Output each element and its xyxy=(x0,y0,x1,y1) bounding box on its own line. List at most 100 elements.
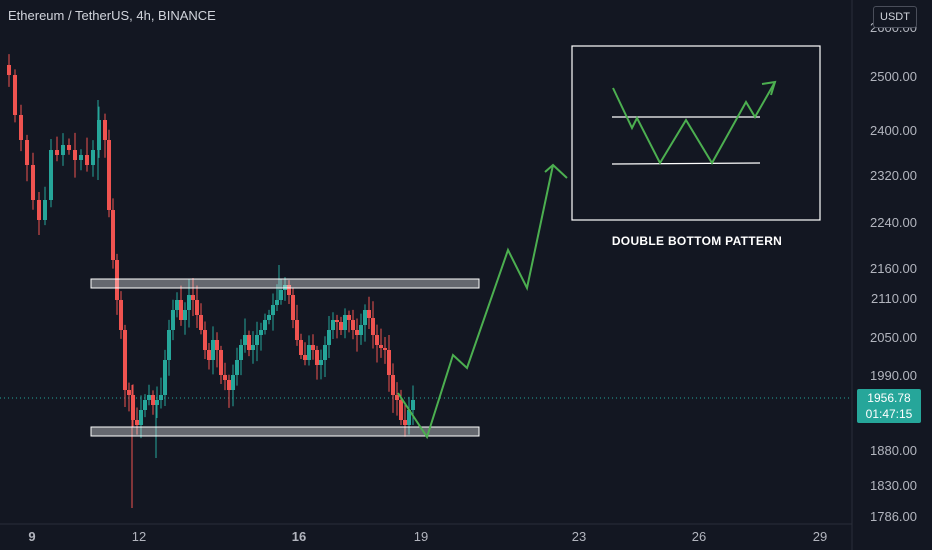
candle-body xyxy=(291,295,295,320)
time-tick-label: 9 xyxy=(28,529,35,544)
candle-body xyxy=(151,395,155,405)
candle-body xyxy=(299,340,303,355)
candle-body xyxy=(259,330,263,335)
candle-body xyxy=(399,400,403,420)
candle-body xyxy=(163,360,167,395)
candle-body xyxy=(199,315,203,330)
time-axis[interactable]: 9 12 16 19 23 26 29 xyxy=(28,529,827,544)
candle-body xyxy=(107,140,111,210)
last-price-value: 1956.78 xyxy=(867,391,911,405)
candle-body xyxy=(407,410,411,425)
candle-body xyxy=(147,395,151,400)
candle-body xyxy=(85,155,89,165)
candle-body xyxy=(379,345,383,348)
currency-button[interactable]: USDT xyxy=(873,6,917,28)
candle-body xyxy=(307,345,311,360)
candle-body xyxy=(203,330,207,350)
candle-body xyxy=(167,330,171,360)
candle-body xyxy=(355,330,359,335)
symbol-title[interactable]: Ethereum / TetherUS, 4h, BINANCE xyxy=(8,8,216,23)
candle-body xyxy=(19,115,23,140)
candle-body xyxy=(187,295,191,310)
candle-body xyxy=(131,395,135,420)
candle-body xyxy=(191,295,195,300)
candle-body xyxy=(255,335,259,345)
candle-body xyxy=(371,318,375,335)
candle-body xyxy=(7,65,11,75)
candle-body xyxy=(219,350,223,375)
candle-body xyxy=(175,300,179,310)
candle-body xyxy=(327,330,331,345)
price-tick-label: 1786.00 xyxy=(870,509,917,524)
candle-body xyxy=(31,165,35,200)
projection-arrow xyxy=(397,164,554,440)
candle-body xyxy=(287,285,291,295)
time-tick-label: 23 xyxy=(572,529,586,544)
price-tick-label: 2050.00 xyxy=(870,330,917,345)
price-tick-label: 1990.00 xyxy=(870,368,917,383)
time-tick-label: 16 xyxy=(292,529,306,544)
candle-body xyxy=(61,145,65,155)
candle-body xyxy=(49,150,53,200)
candle-body xyxy=(351,320,355,330)
candle-body xyxy=(387,350,391,375)
candle-body xyxy=(183,310,187,320)
candle-body xyxy=(195,300,199,315)
resistance-zone xyxy=(90,278,480,289)
candle-body xyxy=(73,150,77,160)
candle-body xyxy=(25,140,29,165)
pattern-title: DOUBLE BOTTOM PATTERN xyxy=(611,234,783,248)
price-tick-label: 1880.00 xyxy=(870,443,917,458)
candle-body xyxy=(367,310,371,318)
candle-body xyxy=(251,345,255,350)
candle-body xyxy=(143,400,147,410)
candle-body xyxy=(91,150,95,165)
candle-body xyxy=(231,375,235,390)
candle-body xyxy=(359,325,363,335)
candle-body xyxy=(79,155,83,160)
price-tick-label: 2320.00 xyxy=(870,168,917,183)
price-tick-label: 2160.00 xyxy=(870,261,917,276)
candle-body xyxy=(207,350,211,360)
candle-body xyxy=(227,380,231,390)
support-zone xyxy=(90,426,480,437)
price-tick-label: 2500.00 xyxy=(870,69,917,84)
candle-body xyxy=(179,300,183,320)
candle-body xyxy=(391,375,395,395)
candle-body xyxy=(311,345,315,350)
candle-body xyxy=(411,400,415,410)
candle-body xyxy=(103,120,107,140)
pattern-arrowhead xyxy=(761,80,777,96)
candle-body xyxy=(331,320,335,330)
time-tick-label: 26 xyxy=(692,529,706,544)
candle-body xyxy=(67,145,71,150)
candle-body xyxy=(363,310,367,325)
candle-body xyxy=(115,260,119,300)
candle-body xyxy=(375,335,379,345)
time-tick-label: 29 xyxy=(813,529,827,544)
candle-body xyxy=(139,410,143,425)
price-tick-label: 2400.00 xyxy=(870,123,917,138)
candle-body xyxy=(123,330,127,390)
candle-body xyxy=(267,315,271,320)
candle-body xyxy=(37,200,41,220)
pattern-path xyxy=(612,81,776,166)
last-price-tag: 1956.78 01:47:15 xyxy=(857,389,921,423)
time-tick-label: 12 xyxy=(132,529,146,544)
candle-body xyxy=(383,348,387,350)
pattern-support-line xyxy=(611,162,761,165)
candle-body xyxy=(13,75,17,115)
candle-body xyxy=(243,335,247,345)
candle-body xyxy=(395,395,399,400)
candle-body xyxy=(171,310,175,330)
price-tick-label: 2240.00 xyxy=(870,215,917,230)
price-axis[interactable]: 2600.002500.002400.002320.002240.002160.… xyxy=(870,20,917,524)
candle-body xyxy=(211,340,215,360)
candle-body xyxy=(271,305,275,315)
candle-body xyxy=(343,315,347,330)
candle-body xyxy=(223,375,227,380)
price-tick-label: 1830.00 xyxy=(870,478,917,493)
candle-body xyxy=(339,322,343,330)
candle-body xyxy=(247,335,251,350)
